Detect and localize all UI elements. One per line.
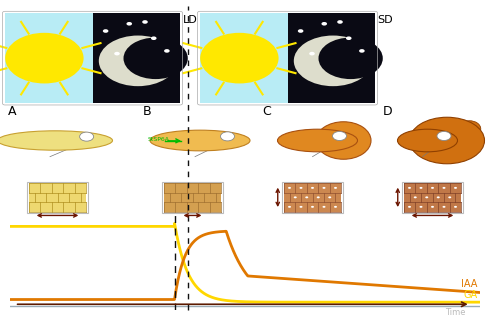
Text: C: C (262, 105, 271, 118)
Text: D: D (382, 105, 392, 118)
Text: LD: LD (182, 15, 197, 25)
Text: A: A (8, 105, 16, 118)
Text: B: B (142, 105, 151, 118)
Text: Time: Time (446, 308, 466, 317)
Text: GA: GA (464, 290, 477, 300)
Text: SD: SD (378, 15, 393, 25)
Text: IAA: IAA (462, 279, 477, 289)
Text: StSP6A: StSP6A (148, 137, 170, 142)
